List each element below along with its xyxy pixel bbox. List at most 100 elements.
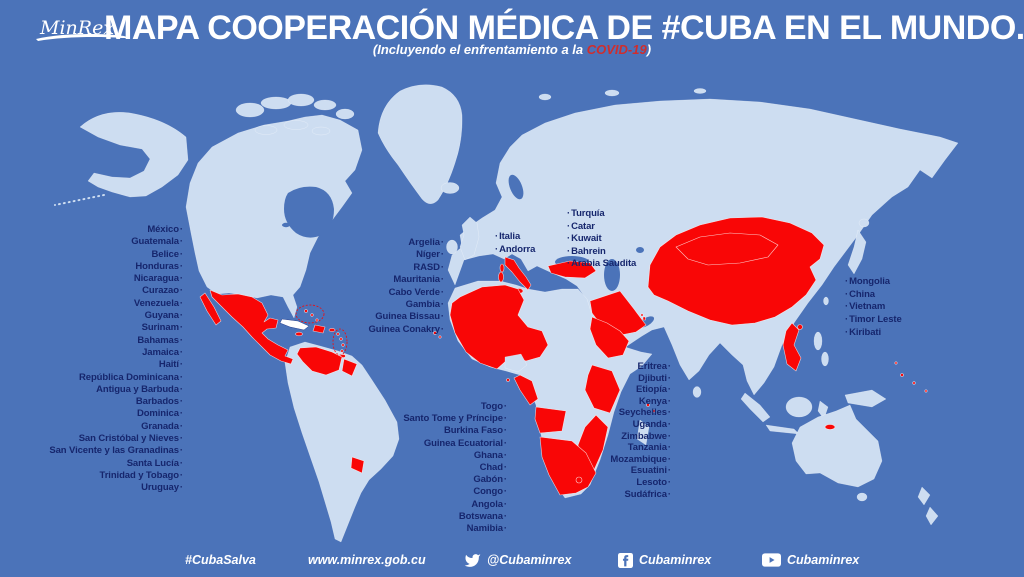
country-list-west-central-africa: Togo· Santo Tome y Príncipe· Burkina Faso·… [330, 401, 508, 535]
bullet: · [567, 220, 571, 232]
country-item: México· [147, 224, 183, 235]
country-item: ·Kiribati [845, 326, 882, 338]
country-item: Guinea Ecuatorial· [423, 437, 507, 449]
bullet: · [179, 396, 183, 408]
subtitle-suffix: ) [646, 42, 652, 57]
country-item: ·Turquía [567, 208, 605, 219]
bullet: · [179, 273, 183, 285]
country-item: Eritrea· [637, 361, 672, 372]
bullet: · [440, 311, 444, 323]
minrex-logo: MinRex [26, 8, 136, 52]
country-item: Uruguay· [141, 482, 183, 494]
bullet: · [503, 437, 507, 449]
country-item: RASD· [413, 261, 444, 273]
bullet: · [503, 486, 507, 498]
country-item: Esuatini· [630, 465, 671, 477]
country-item: Djibuti· [638, 372, 671, 384]
country-item: Venezuela· [133, 297, 183, 309]
country-item: Barbados· [135, 396, 183, 408]
website-label: www.minrex.gob.cu [308, 553, 426, 567]
country-list-northwest-africa: Argelia· Níger· RASD· Mauritania· Cabo Verde… [300, 237, 445, 336]
twitter-handle: @Cubaminrex [464, 551, 571, 569]
bullet: · [667, 442, 671, 454]
country-item: Congo· [473, 486, 507, 498]
country-item: ·Catar [567, 220, 595, 232]
bullet: · [503, 449, 507, 461]
country-item: Curazao· [142, 285, 183, 297]
country-item: Bahamas· [137, 334, 183, 346]
youtube-handle: Cubaminrex [762, 551, 859, 569]
bullet: · [179, 469, 183, 481]
country-item: Ghana· [473, 449, 507, 461]
bullet: · [667, 453, 671, 465]
country-item: ·Mongolia [845, 276, 890, 287]
bullet: · [845, 288, 849, 300]
country-item: Angola· [471, 498, 507, 510]
bullet: · [503, 425, 507, 437]
country-item: ·Vietnam [845, 301, 886, 313]
country-item: Guinea Conakry· [368, 323, 444, 335]
bullet: · [667, 465, 671, 477]
bullet: · [179, 383, 183, 395]
bullet: · [179, 297, 183, 309]
bullet: · [503, 474, 507, 486]
country-item: ·Bahrein [567, 245, 606, 257]
page-subtitle: (Incluyendo el enfrentamiento a la COVID… [0, 42, 1024, 57]
twitter-icon [464, 553, 481, 568]
country-item: Lesoto· [636, 476, 671, 488]
website-url: www.minrex.gob.cu [308, 551, 426, 569]
bullet: · [440, 286, 444, 298]
country-list-americas: México· Guatemala· Belice· Honduras· Nicarag… [0, 224, 184, 495]
country-item: Cabo Verde· [388, 286, 444, 298]
country-item: Botswana· [458, 510, 507, 522]
country-item: ·Kuwait [567, 233, 602, 244]
bullet: · [567, 258, 571, 269]
bullet: · [667, 384, 671, 396]
bullet: · [440, 323, 444, 335]
country-item: República Dominicana· [79, 371, 183, 383]
hashtag-cubasalva: #CubaSalva [185, 551, 256, 569]
bullet: · [503, 498, 507, 510]
country-item: San Vicente y las Granadinas· [49, 445, 183, 457]
country-item: ·Italia [495, 231, 521, 242]
country-item: Guinea Bissau· [375, 311, 444, 323]
country-item: Mozambique· [610, 453, 671, 465]
country-list-middle-east: ·Turquía ·Catar ·Kuwait ·Bahrein ·Arabia Sau… [566, 208, 636, 271]
hashtag-label: #CubaSalva [185, 553, 256, 567]
country-item: Santa Lucía· [126, 457, 183, 469]
bullet: · [179, 310, 183, 322]
bullet: · [179, 236, 183, 248]
facebook-label: Cubaminrex [639, 553, 712, 567]
bullet: · [567, 208, 571, 219]
youtube-label: Cubaminrex [787, 553, 860, 567]
country-list-east-southern-africa: Eritrea· Djibuti· Etiopía· Kenya· Seychelles… [540, 361, 672, 500]
bullet: · [845, 301, 849, 313]
facebook-icon [618, 552, 633, 568]
country-item: Níger· [416, 249, 444, 261]
bullet: · [845, 326, 849, 338]
bullet: · [440, 237, 444, 248]
country-item: ·Timor Leste [845, 314, 902, 326]
bullet: · [495, 243, 499, 255]
country-item: Belice· [151, 248, 184, 260]
country-item: ·Arabia Saudita [567, 258, 637, 269]
bullet: · [179, 260, 183, 272]
bullet: · [440, 249, 444, 261]
country-item: Uganda· [632, 418, 671, 430]
bullet: · [179, 359, 183, 371]
country-item: Haití· [158, 359, 183, 371]
cuba-layer [279, 318, 310, 331]
bullet: · [179, 322, 183, 334]
youtube-icon [762, 553, 781, 567]
bullet: · [179, 248, 183, 260]
country-item: Nicaragua· [133, 273, 183, 285]
bullet: · [503, 413, 507, 425]
bullet: · [179, 346, 183, 358]
bullet: · [667, 361, 671, 372]
country-item: ·China [845, 288, 875, 300]
country-list-asia-pacific: ·Mongolia ·China ·Vietnam ·Timor Leste ·Kiri… [844, 276, 902, 340]
country-item: Kenya· [638, 395, 671, 407]
country-item: Etiopía· [635, 384, 671, 396]
bullet: · [667, 407, 671, 419]
bullet: · [179, 457, 183, 469]
